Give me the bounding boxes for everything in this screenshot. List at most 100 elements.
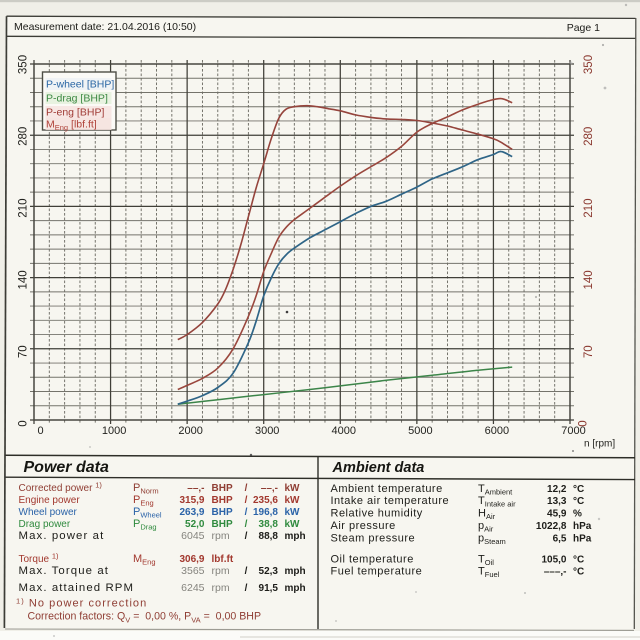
svg-text:°C: °C <box>573 484 584 495</box>
svg-text:mph: mph <box>285 583 306 594</box>
svg-text:n [rpm]: n [rpm] <box>584 439 615 450</box>
svg-text:Ambient data: Ambient data <box>332 460 425 476</box>
svg-text:Engine power: Engine power <box>19 495 81 506</box>
svg-text:6000: 6000 <box>485 425 509 437</box>
svg-text:°C: °C <box>573 566 584 577</box>
svg-text:38,8: 38,8 <box>259 519 279 530</box>
svg-text:52,3: 52,3 <box>259 566 279 577</box>
svg-text:196,8: 196,8 <box>253 507 278 518</box>
svg-text:6,5: 6,5 <box>553 533 567 544</box>
svg-text:88,8: 88,8 <box>259 531 279 542</box>
svg-text:52,0: 52,0 <box>185 519 205 530</box>
svg-text:BHP: BHP <box>212 495 233 506</box>
svg-text:rpm: rpm <box>212 582 230 594</box>
svg-text:mph: mph <box>285 531 306 542</box>
svg-text:Oil temperature: Oil temperature <box>331 553 414 565</box>
svg-text:/: / <box>245 519 248 530</box>
svg-text:Max. power at: Max. power at <box>19 530 105 542</box>
svg-text:306,9: 306,9 <box>179 554 204 565</box>
svg-text:rpm: rpm <box>212 565 230 577</box>
svg-text:91,5: 91,5 <box>259 583 279 594</box>
svg-text:210: 210 <box>583 199 595 218</box>
svg-text:––,-: ––,- <box>261 483 278 494</box>
svg-text:/: / <box>245 495 248 506</box>
svg-text:Relative humidity: Relative humidity <box>331 507 423 519</box>
svg-text:280: 280 <box>18 127 30 146</box>
svg-text:Corrected power 1): Corrected power 1) <box>19 481 103 494</box>
svg-text:P-drag [BHP]: P-drag [BHP] <box>46 93 108 105</box>
svg-text:––,-: ––,- <box>187 483 204 494</box>
svg-text:rpm: rpm <box>212 530 230 542</box>
svg-text:Wheel power: Wheel power <box>19 507 78 518</box>
svg-text:Max. Torque at: Max. Torque at <box>19 565 110 577</box>
svg-text:Fuel temperature: Fuel temperature <box>331 565 423 577</box>
svg-text:4000: 4000 <box>332 425 356 437</box>
svg-text:5000: 5000 <box>408 425 432 437</box>
svg-text:MEng: MEng <box>133 553 156 567</box>
svg-text:%: % <box>573 508 582 519</box>
svg-text:Steam pressure: Steam pressure <box>331 532 416 544</box>
svg-text:Correction factors: QV = 0,00: Correction factors: QV = 0,00 %, PVA = 0… <box>28 611 262 625</box>
svg-text:13,3: 13,3 <box>547 496 567 507</box>
svg-text:BHP: BHP <box>212 483 233 494</box>
svg-text:Intake air temperature: Intake air temperature <box>331 495 450 507</box>
svg-text:kW: kW <box>285 507 301 518</box>
svg-text:PNorm: PNorm <box>133 482 159 496</box>
svg-text:350: 350 <box>18 55 30 74</box>
svg-text:7000: 7000 <box>561 425 585 437</box>
svg-text:/: / <box>245 566 248 577</box>
svg-text:BHP: BHP <box>212 507 233 518</box>
svg-text:/: / <box>245 483 248 494</box>
svg-text:°C: °C <box>573 496 584 507</box>
svg-text:TFuel: TFuel <box>478 565 500 579</box>
svg-text:140: 140 <box>18 270 30 289</box>
svg-text:1) No power correction: 1) No power correction <box>16 597 147 610</box>
svg-text:TAmbient: TAmbient <box>478 483 513 497</box>
svg-text:12,2: 12,2 <box>547 484 567 495</box>
svg-text:6245: 6245 <box>181 582 205 594</box>
svg-text:MEng [lbf.ft]: MEng [lbf.ft] <box>46 119 97 133</box>
svg-text:PDrag: PDrag <box>133 518 157 532</box>
svg-text:280: 280 <box>583 127 595 146</box>
svg-text:105,0: 105,0 <box>541 554 566 565</box>
svg-text:Ambient temperature: Ambient temperature <box>331 483 443 495</box>
svg-text:0: 0 <box>578 420 590 426</box>
svg-text:315,9: 315,9 <box>179 495 204 506</box>
svg-text:/: / <box>245 583 248 594</box>
svg-text:Drag power: Drag power <box>19 519 71 530</box>
svg-text:1000: 1000 <box>102 425 126 437</box>
svg-text:Page 1: Page 1 <box>567 22 600 34</box>
svg-text:kW: kW <box>285 519 301 530</box>
svg-text:mph: mph <box>285 566 306 577</box>
svg-text:kW: kW <box>285 483 301 494</box>
svg-text:/: / <box>245 507 248 518</box>
svg-text:70: 70 <box>18 345 30 358</box>
svg-text:2000: 2000 <box>178 425 202 437</box>
svg-text:/: / <box>245 531 248 542</box>
svg-text:hPa: hPa <box>573 533 592 544</box>
svg-text:45,9: 45,9 <box>547 508 567 519</box>
svg-text:°C: °C <box>573 554 584 565</box>
svg-text:PEng: PEng <box>133 494 154 508</box>
svg-text:P-eng [BHP]: P-eng [BHP] <box>46 107 104 119</box>
svg-text:kW: kW <box>285 495 301 506</box>
svg-text:Measurement date: 21.04.2016 (: Measurement date: 21.04.2016 (10:50) <box>14 21 196 33</box>
svg-text:Air pressure: Air pressure <box>331 520 396 532</box>
svg-text:Max. attained RPM: Max. attained RPM <box>19 582 135 594</box>
svg-text:pAir: pAir <box>478 520 494 534</box>
svg-text:235,6: 235,6 <box>253 495 278 506</box>
svg-text:6045: 6045 <box>181 530 205 542</box>
svg-text:Power data: Power data <box>24 459 109 476</box>
svg-text:lbf.ft: lbf.ft <box>212 554 234 565</box>
svg-text:210: 210 <box>18 199 30 218</box>
svg-text:PWheel: PWheel <box>133 506 162 520</box>
svg-text:3565: 3565 <box>181 565 205 577</box>
svg-text:70: 70 <box>583 345 595 358</box>
svg-text:1022,8: 1022,8 <box>536 521 567 532</box>
svg-text:pSteam: pSteam <box>478 532 506 546</box>
svg-text:0: 0 <box>37 425 43 437</box>
svg-text:HAir: HAir <box>478 507 496 521</box>
svg-text:263,9: 263,9 <box>179 507 204 518</box>
svg-text:hPa: hPa <box>573 521 592 532</box>
svg-text:3000: 3000 <box>255 425 279 437</box>
